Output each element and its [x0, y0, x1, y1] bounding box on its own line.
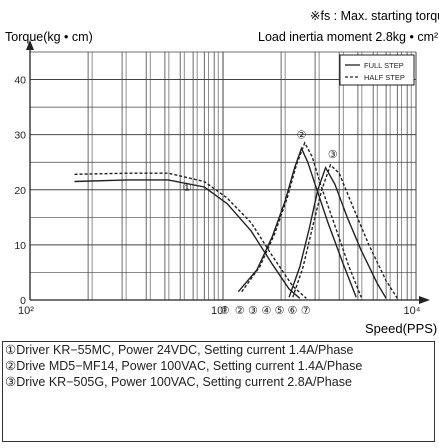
chart-labels: ※fs : Max. starting torque Load inertia …	[5, 9, 439, 336]
curve-marker: ①	[182, 181, 192, 194]
legend-label: FULL STEP	[364, 61, 404, 70]
y-tick-label: 30	[14, 130, 26, 142]
y-axis-label: Torque(kg • cm)	[5, 30, 93, 44]
curve-marker: ④	[262, 304, 272, 317]
series-curve-1	[74, 179, 301, 299]
driver-conditions-box: ①Driver KR−55MC, Power 24VDC, Setting cu…	[2, 341, 435, 442]
y-tick-label: 0	[20, 295, 26, 307]
series-curve-3	[237, 146, 357, 298]
series-curve-6	[292, 163, 398, 299]
chart-series	[74, 141, 398, 299]
curve-marker: ⑥	[288, 304, 298, 317]
footnote-driver-1: ①Driver KR−55MC, Power 24VDC, Setting cu…	[5, 343, 354, 357]
legend-box	[339, 54, 415, 86]
y-tick-label: 20	[14, 185, 26, 197]
series-curve-5	[288, 166, 387, 299]
x-tick-label: 10⁴	[404, 305, 421, 317]
footnote-driver-2: ②Drive MD5−MF14, Power 100VAC, Setting c…	[5, 359, 363, 373]
series-curve-2	[74, 172, 307, 299]
curve-marker: ⑤	[274, 304, 284, 317]
chart-legend: FULL STEP HALF STEP	[339, 54, 415, 86]
chart-note: ※fs : Max. starting torque	[310, 9, 439, 23]
legend-label: HALF STEP	[364, 73, 405, 82]
chart-axes	[26, 40, 430, 304]
footnote-driver-3: ③Drive KR−505G, Power 100VAC, Setting cu…	[5, 375, 352, 389]
x-tick-label: 10²	[18, 305, 34, 317]
x-axis-label: Speed(PPS)	[365, 321, 437, 336]
x-axis-arrow	[419, 296, 430, 304]
chart-grid	[29, 51, 417, 301]
curve-marker: ③	[328, 148, 338, 161]
torque-speed-chart: ※fs : Max. starting torque Load inertia …	[5, 9, 439, 336]
curve-marker: ⑦	[301, 304, 311, 317]
chart-title: Load inertia moment 2.8kg • cm²	[258, 30, 438, 44]
y-axis-arrow	[26, 40, 34, 50]
curve-marker: ②	[235, 304, 245, 317]
series-curve-4	[241, 141, 362, 298]
y-tick-label: 10	[14, 240, 26, 252]
y-tick-label: 40	[14, 75, 26, 87]
curve-marker: ①	[220, 304, 230, 317]
curve-marker: ②	[297, 129, 307, 142]
x-tick-label: 10³	[211, 305, 227, 317]
curve-marker: ③	[248, 304, 258, 317]
